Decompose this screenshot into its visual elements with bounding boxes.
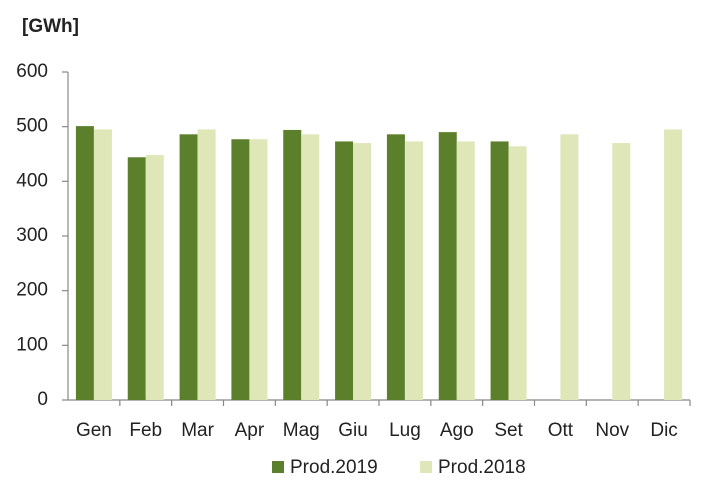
bar bbox=[508, 146, 527, 400]
x-tick-label: Ago bbox=[440, 420, 474, 441]
y-tick-label: 300 bbox=[16, 225, 48, 246]
x-tick-label: Set bbox=[494, 420, 523, 441]
bar bbox=[612, 143, 631, 401]
x-tick-label: Mag bbox=[283, 420, 320, 441]
legend-label: Prod.2018 bbox=[438, 457, 526, 478]
bar bbox=[93, 129, 112, 400]
legend-swatch bbox=[420, 461, 432, 473]
y-axis-title: [GWh] bbox=[22, 16, 79, 37]
bar bbox=[127, 157, 146, 400]
legend-swatch bbox=[272, 461, 284, 473]
bar bbox=[231, 139, 250, 401]
y-tick-label: 0 bbox=[37, 389, 48, 410]
bar bbox=[456, 141, 475, 400]
bar bbox=[301, 134, 320, 400]
bar bbox=[438, 132, 457, 400]
y-tick-label: 400 bbox=[16, 170, 48, 191]
x-tick-label: Giu bbox=[338, 420, 368, 441]
x-tick-label: Dic bbox=[650, 420, 677, 441]
x-tick-label: Ott bbox=[548, 420, 574, 441]
x-tick-label: Nov bbox=[595, 420, 629, 441]
bar bbox=[75, 126, 94, 401]
bar bbox=[664, 129, 683, 400]
bar bbox=[179, 134, 198, 400]
legend-label: Prod.2019 bbox=[290, 457, 378, 478]
x-tick-label: Lug bbox=[389, 420, 421, 441]
bar bbox=[283, 129, 302, 401]
bar bbox=[249, 139, 268, 401]
x-tick-label: Mar bbox=[181, 420, 214, 441]
bar bbox=[335, 141, 354, 400]
y-tick-label: 600 bbox=[16, 61, 48, 82]
bar bbox=[404, 141, 423, 400]
x-tick-label: Apr bbox=[235, 420, 265, 441]
bar bbox=[197, 129, 216, 400]
y-tick-label: 200 bbox=[16, 280, 48, 301]
bar bbox=[490, 141, 509, 400]
bar bbox=[353, 143, 372, 401]
x-tick-label: Gen bbox=[76, 420, 112, 441]
bar bbox=[145, 155, 164, 400]
bar bbox=[386, 134, 405, 400]
bar bbox=[560, 134, 579, 400]
y-tick-label: 500 bbox=[16, 116, 48, 137]
x-tick-label: Feb bbox=[129, 420, 162, 441]
y-tick-label: 100 bbox=[16, 334, 48, 355]
